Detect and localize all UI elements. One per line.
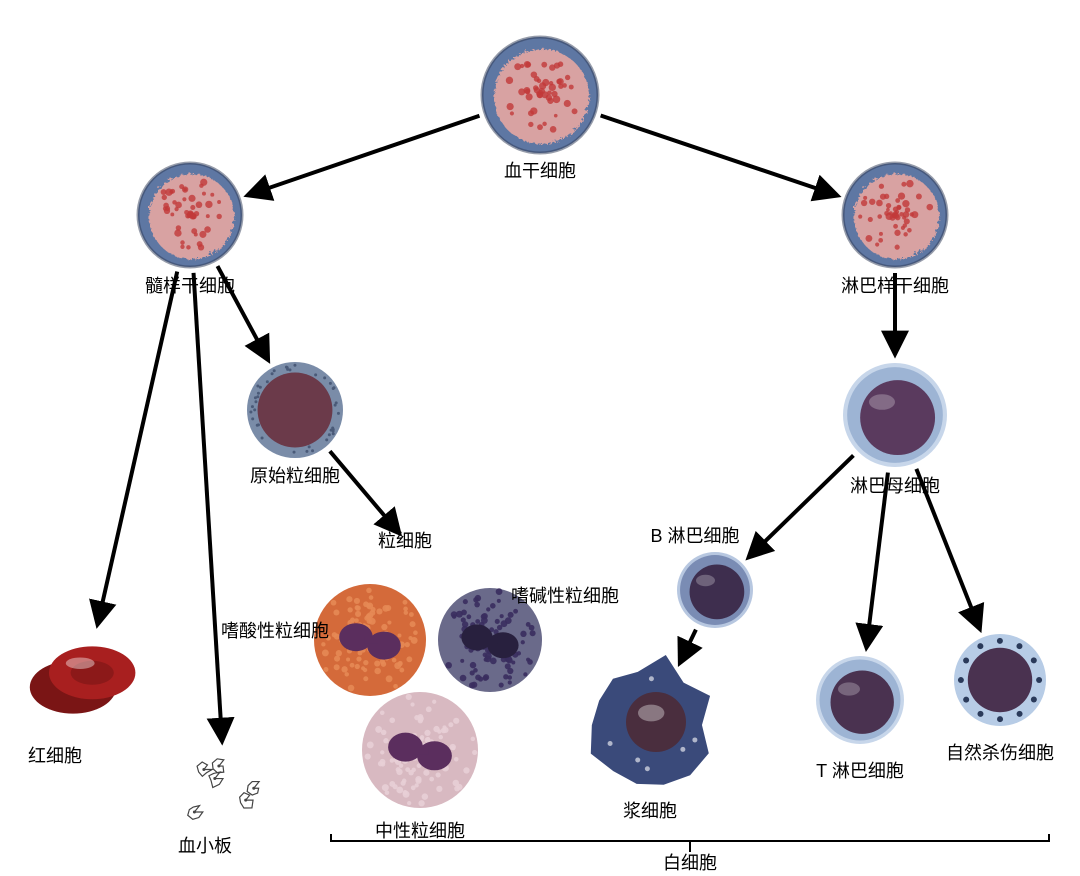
label-bcell: B 淋巴细胞	[650, 522, 739, 548]
label-platelet: 血小板	[178, 832, 232, 858]
label-lymphoid: 淋巴样干细胞	[841, 272, 949, 298]
cell-myeloid	[128, 153, 252, 277]
cell-myeloblast	[237, 352, 353, 468]
label-eosino: 嗜酸性粒细胞	[221, 617, 329, 643]
label-baso: 嗜碱性粒细胞	[511, 582, 619, 608]
label-lymphoblast: 淋巴母细胞	[850, 472, 940, 498]
cell-plasma	[580, 655, 720, 795]
label-nk: 自然杀伤细胞	[946, 739, 1054, 765]
label-myeloblast: 原始粒细胞	[250, 462, 340, 488]
label-tcell: T 淋巴细胞	[816, 757, 904, 783]
label-plasma: 浆细胞	[623, 797, 677, 823]
label-granlabel: 粒细胞	[378, 527, 432, 553]
label-redcell: 红细胞	[28, 742, 82, 768]
cell-redcell	[27, 622, 143, 738]
white-cell-bracket	[330, 840, 1050, 842]
cell-platelet	[175, 740, 275, 840]
cell-lymphoid	[833, 153, 957, 277]
label-myeloid: 髓样干细胞	[145, 272, 235, 298]
diagram-stage: 血干细胞髓样干细胞 淋巴样干细胞原始粒细胞 淋巴母细胞红细胞血小板 粒细胞嗜酸性粒细胞…	[0, 0, 1080, 876]
cell-bcell	[667, 542, 763, 638]
cell-nk	[944, 624, 1056, 736]
cell-neutro	[352, 682, 488, 818]
cell-lymphoblast	[833, 353, 957, 477]
cell-stem	[472, 27, 608, 163]
label-stem: 血干细胞	[504, 157, 576, 183]
cell-tcell	[806, 646, 914, 754]
bracket-label: 白细胞	[663, 849, 717, 875]
